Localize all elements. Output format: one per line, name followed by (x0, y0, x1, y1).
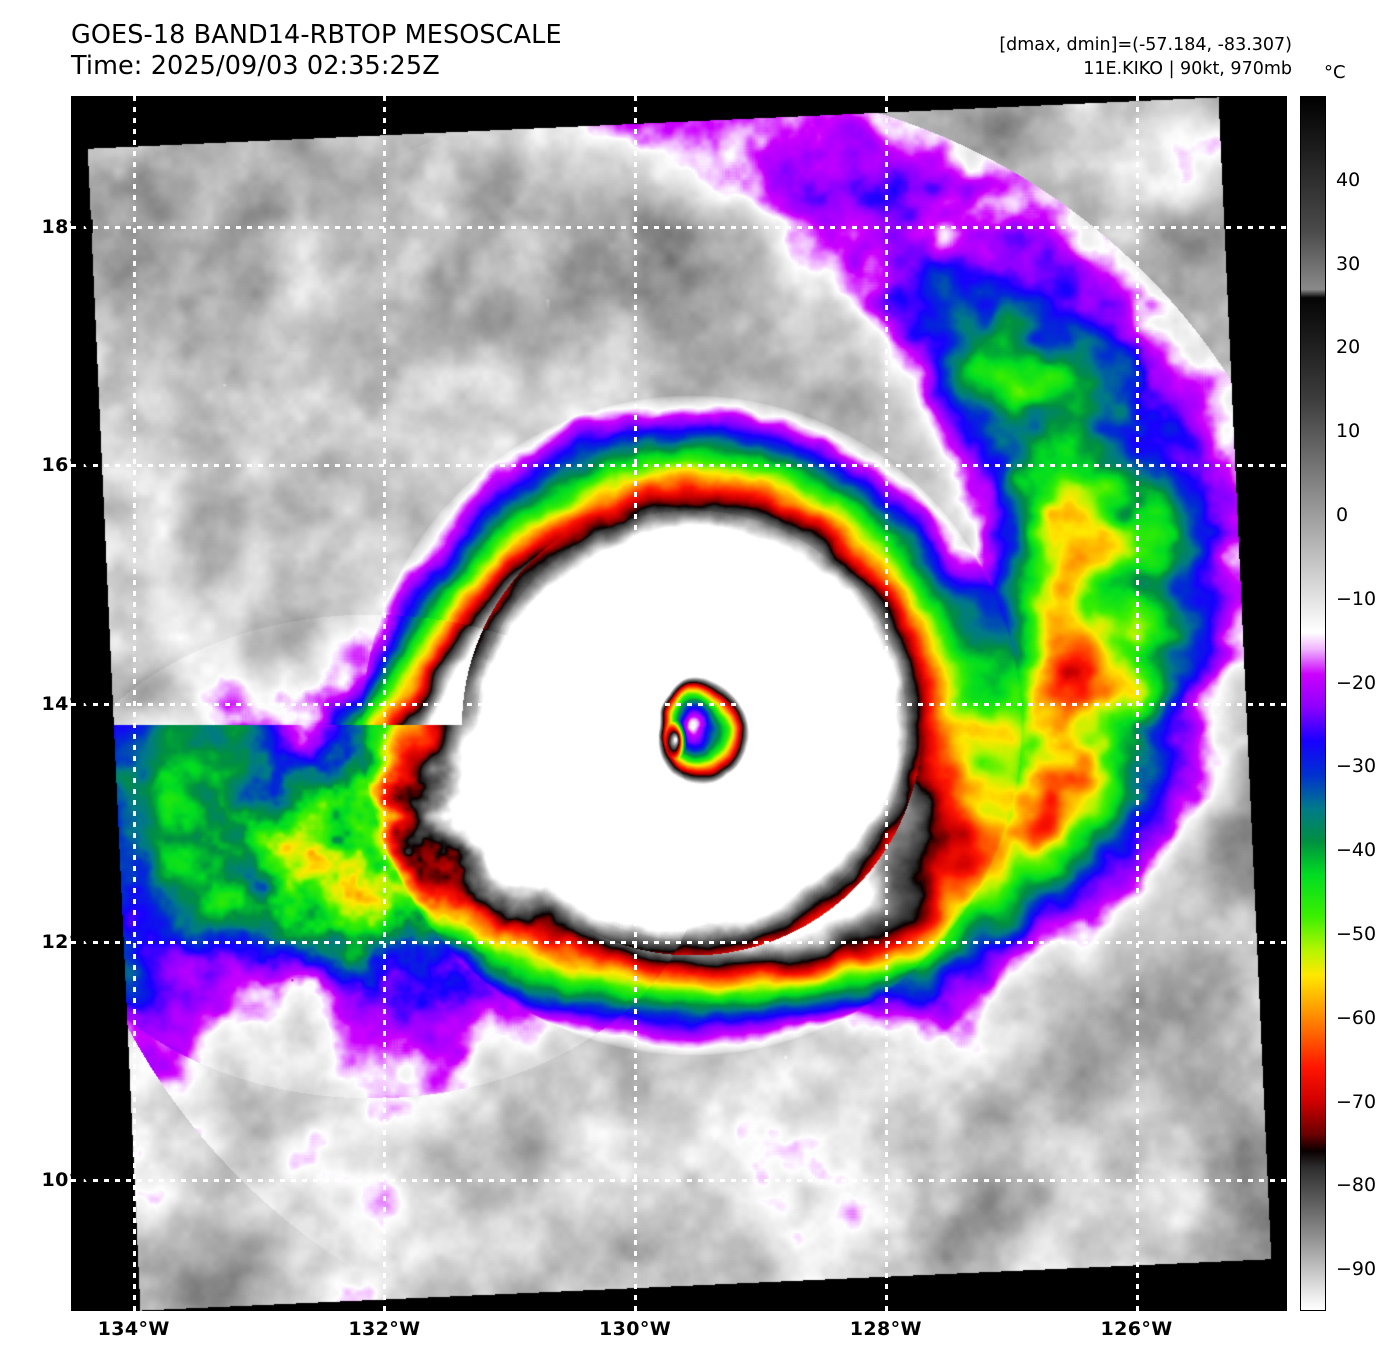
colorbar-tick-10: 10 (1336, 420, 1361, 443)
storm-info-readout: 11E.KIKO | 90kt, 970mb (1083, 59, 1292, 79)
lon-tick-label-134: 134°W (97, 1318, 170, 1340)
colorbar-tick--50: −50 (1336, 922, 1377, 945)
colorbar-tick--20: −20 (1336, 671, 1377, 694)
colorbar-tick-0: 0 (1336, 503, 1349, 526)
colorbar-tick--80: −80 (1336, 1174, 1377, 1197)
satellite-image (71, 96, 1287, 1311)
colorbar-tick--10: −10 (1336, 587, 1377, 610)
colorbar[interactable] (1300, 96, 1326, 1311)
lon-tick-label-128: 128°W (849, 1318, 922, 1340)
colorbar-tick--30: −30 (1336, 755, 1377, 778)
lon-tick-label-132: 132°W (348, 1318, 421, 1340)
lat-tick-label-10: 10°N (41, 1168, 95, 1191)
colorbar-tick-20: 20 (1336, 336, 1361, 359)
lat-tick-label-18: 18°N (41, 216, 95, 239)
timestamp-line: Time: 2025/09/03 02:35:25Z (71, 51, 440, 81)
title-block: GOES-18 BAND14-RBTOP MESOSCALE Time: 202… (71, 20, 562, 82)
lon-tick-label-130: 130°W (599, 1318, 672, 1340)
colorbar-tick--90: −90 (1336, 1258, 1377, 1281)
colorbar-tick--40: −40 (1336, 839, 1377, 862)
lat-tick-label-14: 14°N (41, 692, 95, 715)
colorbar-tick--60: −60 (1336, 1006, 1377, 1029)
metadata-block: [dmax, dmin]=(-57.184, -83.307) 11E.KIKO… (999, 33, 1292, 81)
colorbar-tick--70: −70 (1336, 1090, 1377, 1113)
lon-tick-label-126: 126°W (1100, 1318, 1173, 1340)
colorbar-tick-30: 30 (1336, 252, 1361, 275)
dmax-dmin-readout: [dmax, dmin]=(-57.184, -83.307) (999, 35, 1292, 55)
colorbar-tick-40: 40 (1336, 168, 1361, 191)
colorbar-gradient (1301, 97, 1325, 1310)
product-title: GOES-18 BAND14-RBTOP MESOSCALE (71, 20, 562, 50)
lat-tick-label-12: 12°N (41, 930, 95, 953)
lat-tick-label-16: 16°N (41, 454, 95, 477)
satellite-map-frame[interactable]: Copyright © 2020-2025 Dapiya (71, 96, 1287, 1311)
colorbar-unit-label: °C (1324, 62, 1346, 83)
